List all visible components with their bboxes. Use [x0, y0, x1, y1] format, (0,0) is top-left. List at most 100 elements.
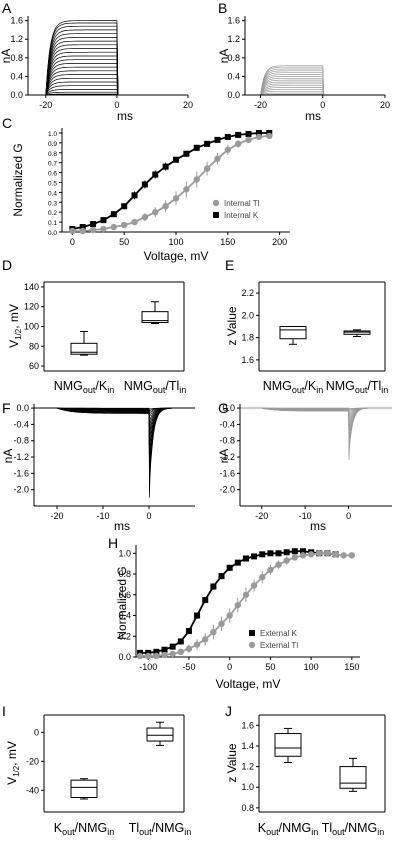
box-iqr	[146, 727, 174, 742]
data-point-circle	[234, 601, 242, 609]
y-tick-label-a: 0.0	[10, 90, 23, 100]
x-axis-label-h: Voltage, mV	[216, 677, 281, 691]
data-point-circle	[183, 186, 190, 193]
y-tick-label-b: 1.2	[227, 34, 240, 44]
current-trace-b-9	[245, 77, 385, 96]
data-point-square	[224, 133, 231, 140]
y-tick-label-h: 0.2	[118, 631, 131, 641]
current-trace-b-5	[245, 85, 385, 96]
category-label-part: NMG	[263, 379, 292, 393]
data-point-circle	[245, 136, 252, 144]
x-tick-label-b: 20	[380, 100, 390, 110]
data-point-square	[185, 628, 192, 635]
data-point-square	[202, 596, 209, 603]
data-point-square	[193, 144, 200, 151]
y-tick-label-i: -20	[26, 756, 39, 766]
current-trace-a-16	[28, 37, 188, 96]
data-point-circle	[266, 132, 273, 140]
category-label-e: NMGout/Kin	[263, 379, 324, 395]
category-label-part: /NMG	[75, 821, 108, 835]
current-trace-b-11	[245, 74, 385, 96]
y-tick-label-g: 0.0	[222, 403, 235, 413]
x-tick-label-g: 0	[346, 511, 351, 521]
data-point-square	[173, 156, 179, 163]
y-tick-label-g: -2.0	[219, 485, 235, 495]
y-tick-label-c: 0.5	[48, 180, 57, 187]
data-point-circle	[161, 651, 168, 659]
y-tick-label-j: 1.6	[241, 720, 254, 730]
x-axis-label-c: Voltage, mV	[144, 249, 209, 263]
data-point-square	[162, 163, 169, 170]
data-point-square	[242, 555, 249, 562]
category-label-part: out	[266, 827, 279, 837]
current-trace-a-17	[28, 33, 188, 96]
data-point-square	[110, 211, 117, 218]
data-point-square	[291, 548, 298, 555]
x-tick-label-h: -100	[139, 662, 157, 672]
data-point-circle	[79, 227, 86, 235]
data-point-circle	[291, 554, 299, 561]
data-point-square	[204, 140, 211, 147]
current-trace-b-13	[245, 70, 385, 96]
data-point-circle	[283, 557, 290, 564]
y-tick-label-h: 0.8	[118, 569, 131, 579]
data-point-square	[299, 548, 306, 555]
y-tick-label-f: -1.2	[13, 452, 29, 462]
data-point-circle	[332, 551, 339, 558]
y-tick-label-c: 0.7	[48, 161, 57, 168]
category-label-i: Kout/NMGin	[54, 821, 115, 837]
y-axis-label-sub-I: 1/2	[12, 765, 21, 777]
category-label-part: Tl	[129, 821, 139, 835]
y-axis-label-e: z Value	[225, 306, 239, 345]
data-point-square	[218, 573, 225, 580]
category-label-part: in	[184, 827, 191, 837]
x-tick-label-f: -10	[96, 511, 109, 521]
current-trace-b-12	[245, 72, 385, 96]
data-point-circle	[162, 203, 169, 210]
data-point-circle	[202, 636, 209, 643]
data-point-circle	[214, 155, 221, 162]
x-tick-label-c: 0	[70, 237, 75, 247]
panel-letter-h: H	[108, 535, 118, 551]
y-tick-label-i: 0	[34, 727, 39, 737]
category-label-part: out	[139, 827, 152, 837]
data-point-square	[183, 150, 190, 157]
data-point-square	[255, 129, 262, 136]
category-label-part: in	[107, 827, 114, 837]
current-trace-a-8	[28, 66, 188, 96]
current-trace-b-7	[245, 81, 385, 96]
data-point-circle	[177, 648, 184, 656]
current-trace-a-18	[28, 29, 188, 96]
data-point-square	[267, 550, 274, 557]
x-tick-label-h: 0	[227, 662, 232, 672]
current-trace-a-9	[28, 63, 188, 96]
x-tick-label-h: 100	[304, 662, 319, 672]
y-tick-label-d: 80	[29, 341, 39, 351]
category-label-part: out	[332, 827, 345, 837]
y-tick-label-c: 0.6	[48, 171, 57, 178]
current-trace-b-6	[245, 83, 385, 96]
category-label-part: in	[107, 385, 114, 395]
data-point-circle	[89, 226, 97, 234]
y-tick-label-h: 1.0	[118, 548, 131, 558]
y-tick-label-c: 0.3	[48, 200, 57, 207]
current-trace-a-2	[28, 89, 188, 96]
data-point-circle	[234, 140, 242, 148]
data-point-circle	[193, 641, 201, 648]
y-tick-label-j: 1.4	[241, 741, 254, 751]
tail-trace-f-11	[34, 407, 195, 476]
x-tick-label-a: 0	[114, 100, 119, 110]
x-axis-label-g: ms	[310, 519, 326, 533]
data-point-circle	[203, 165, 211, 172]
data-point-square	[214, 136, 221, 143]
data-point-circle	[218, 620, 225, 628]
y-tick-label-c: 0.1	[48, 220, 57, 227]
data-point-circle	[210, 628, 217, 636]
y-axis-label-tail-D: , mV	[7, 304, 21, 329]
data-point-circle	[145, 652, 152, 660]
x-tick-label-h: -50	[182, 662, 195, 672]
data-point-circle	[185, 645, 193, 652]
category-label-i: Tlout/NMGin	[129, 821, 192, 837]
data-point-circle	[172, 195, 180, 202]
